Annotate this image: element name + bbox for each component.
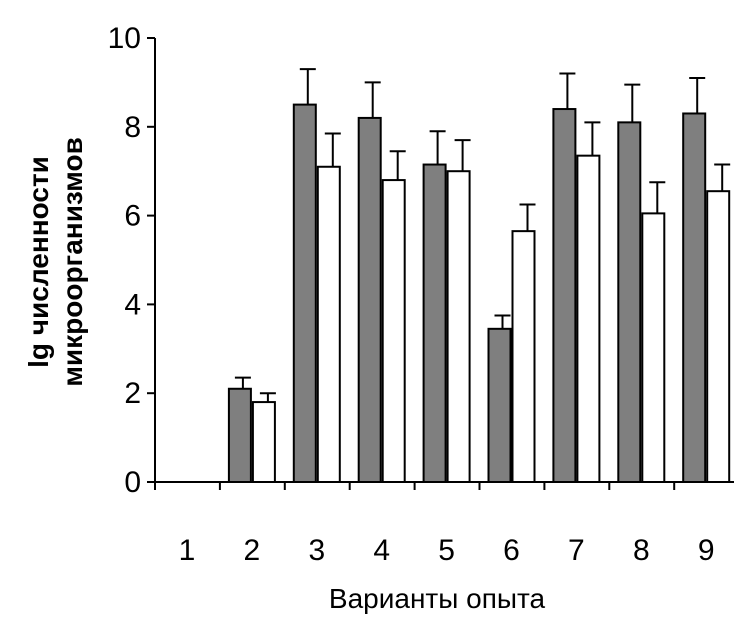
y-axis-label-line1: lg численности <box>23 156 54 368</box>
y-tick-label: 0 <box>124 466 141 499</box>
bar <box>446 170 471 483</box>
x-tick-label: 3 <box>308 534 325 567</box>
bar <box>316 165 341 483</box>
bar <box>357 116 382 483</box>
bar <box>487 327 512 483</box>
bar <box>422 163 447 483</box>
y-axis-label: lg численности микроорганизмов <box>23 137 88 387</box>
x-tick-label: 5 <box>438 534 455 567</box>
bar <box>641 212 666 483</box>
y-tick-label: 6 <box>124 200 141 233</box>
x-tick-label: 9 <box>698 534 715 567</box>
y-axis-label-line2: микроорганизмов <box>57 137 88 387</box>
bar <box>617 121 642 484</box>
bar <box>552 108 577 483</box>
bar <box>682 112 707 483</box>
x-tick-label: 2 <box>244 534 261 567</box>
x-tick-label: 4 <box>373 534 390 567</box>
bar <box>381 179 406 484</box>
bar <box>511 230 536 483</box>
bar <box>292 103 317 483</box>
bar <box>227 387 252 484</box>
y-tick-label: 8 <box>124 111 141 144</box>
x-tick-label: 8 <box>633 534 650 567</box>
x-axis-label: Варианты опыта <box>329 583 546 614</box>
x-tick-label: 7 <box>568 534 585 567</box>
bar <box>251 401 276 483</box>
bar <box>706 190 731 483</box>
bar <box>576 154 601 483</box>
x-tick-label: 6 <box>503 534 520 567</box>
y-tick-label: 2 <box>124 377 141 410</box>
y-tick-label: 10 <box>108 22 141 55</box>
y-tick-label: 4 <box>124 288 141 321</box>
x-tick-label: 1 <box>179 534 196 567</box>
